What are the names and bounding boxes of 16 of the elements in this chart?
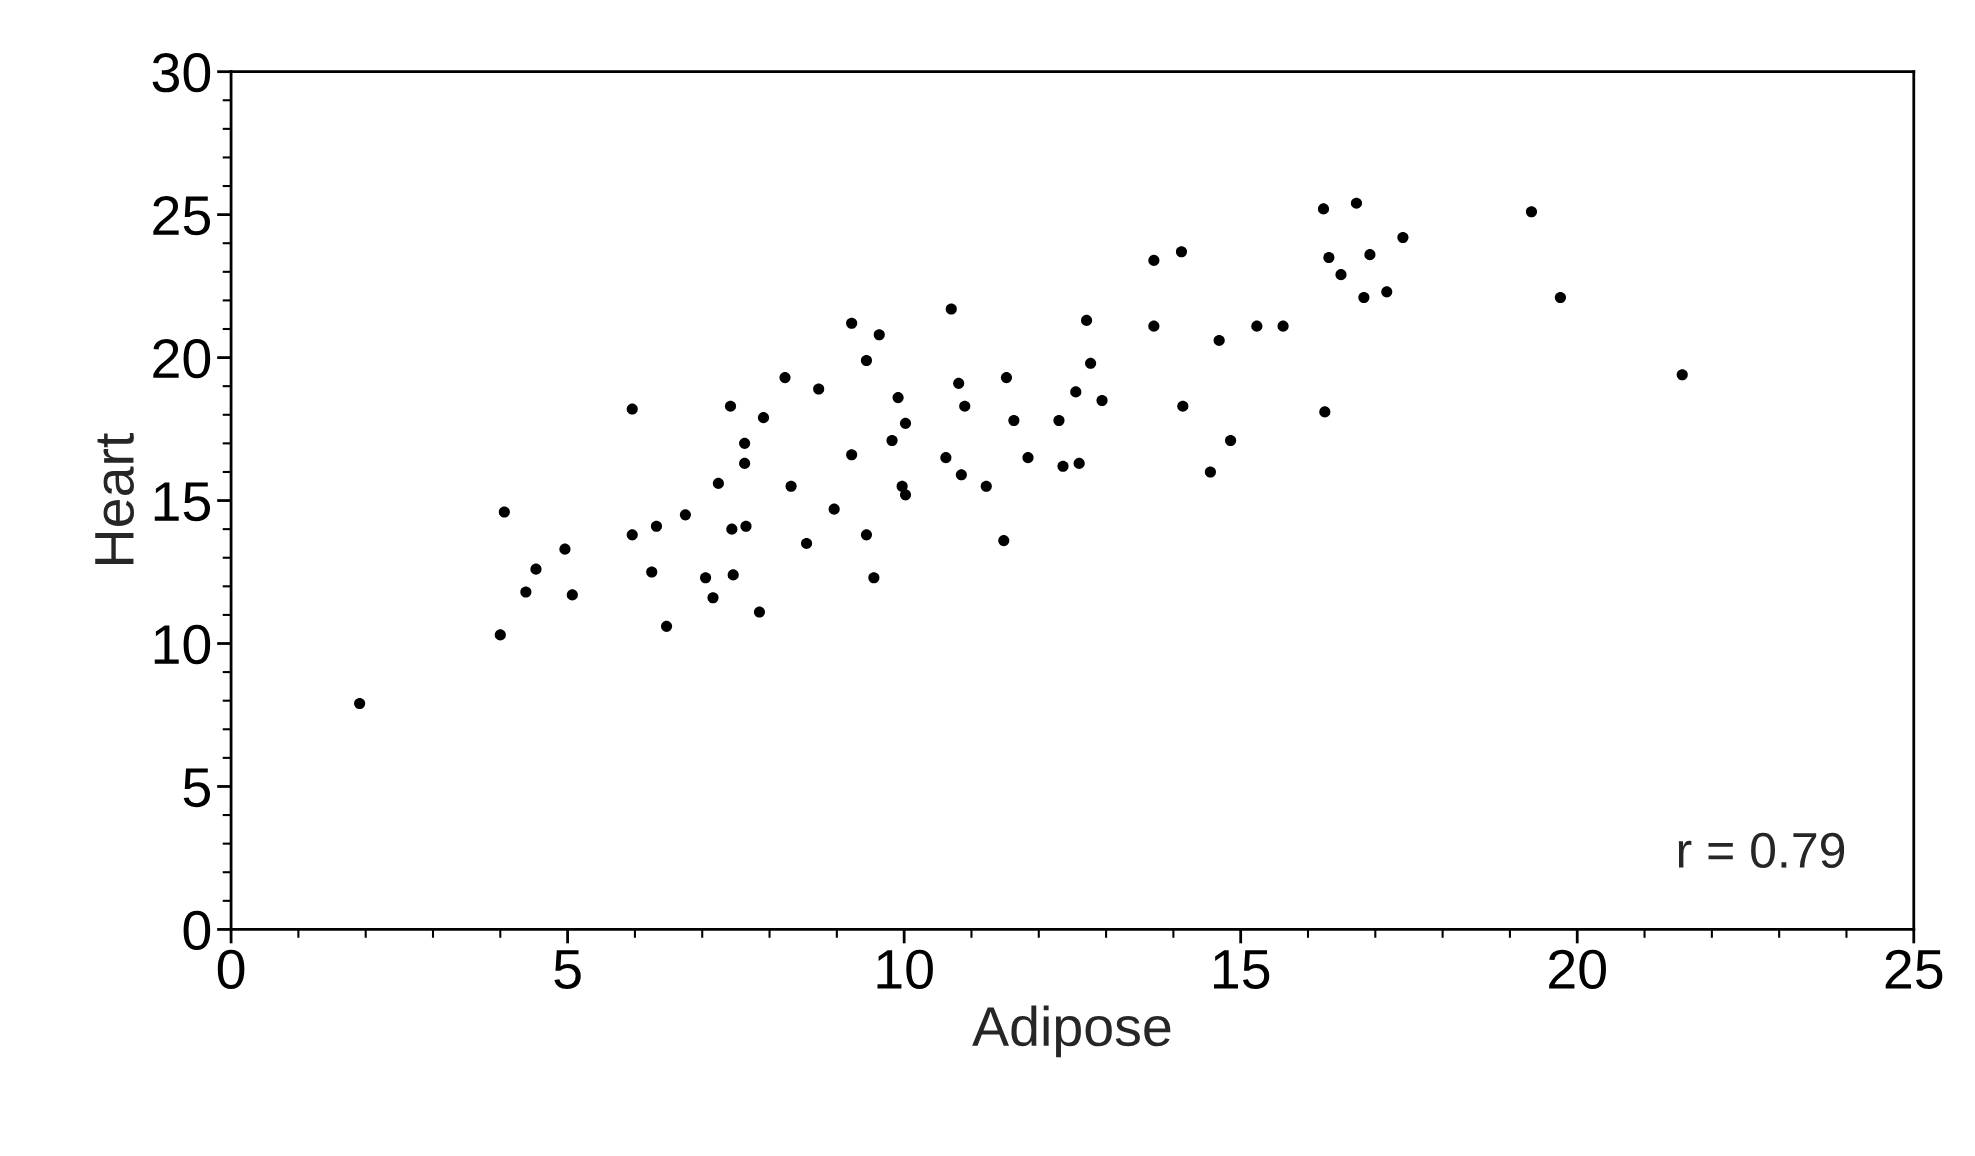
x-tick-label: 20 <box>1549 949 1606 989</box>
x-tick-label: 0 <box>217 949 245 989</box>
y-tick-label: 5 <box>183 768 210 808</box>
x-tick-label: 5 <box>554 950 581 989</box>
x-axis-title: Adipose <box>972 1005 1171 1058</box>
x-tick-label: 15 <box>1214 950 1270 989</box>
annotation: r = 0.79 <box>1678 832 1845 869</box>
y-tick-label: 15 <box>154 482 210 522</box>
x-tick-label: 10 <box>877 949 933 989</box>
x-tick-label: 25 <box>1885 949 1943 989</box>
y-tick-label: 25 <box>153 195 210 236</box>
y-tick-label: 0 <box>183 910 211 951</box>
y-tick-label: 20 <box>153 338 211 379</box>
y-axis-title: Heart <box>95 433 134 564</box>
y-tick-label: 30 <box>152 53 211 93</box>
y-tick-label: 10 <box>154 624 211 665</box>
